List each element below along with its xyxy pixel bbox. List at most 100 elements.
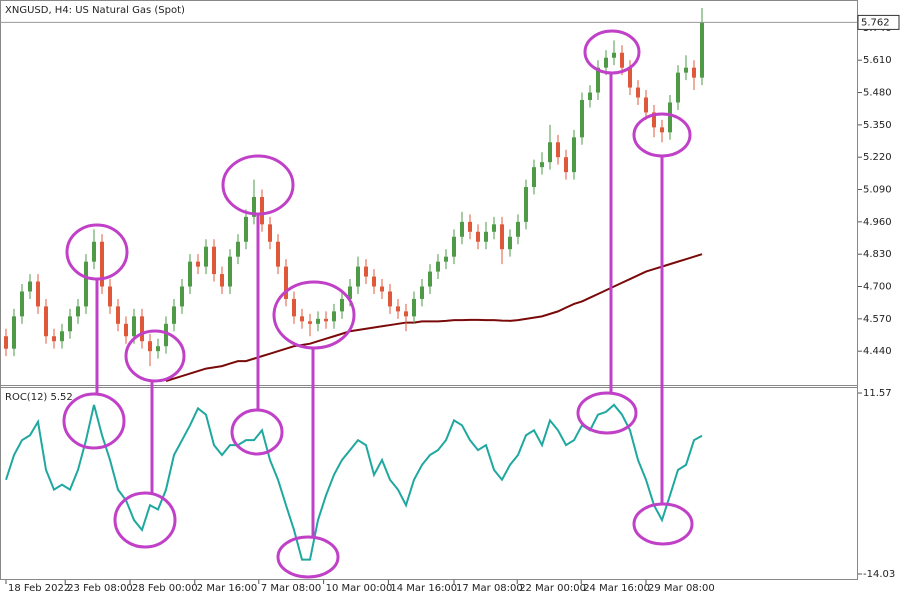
indicator-label: ROC(12) 5.52 xyxy=(5,392,73,403)
candle-body xyxy=(444,256,448,262)
candle-body xyxy=(612,52,616,58)
y-tick-label: 5.350 xyxy=(863,120,892,131)
candle-body xyxy=(300,316,304,322)
candle-body xyxy=(348,286,352,299)
candle-body xyxy=(532,167,536,188)
candle-body xyxy=(244,216,248,242)
candle-body xyxy=(516,221,520,237)
y-tick-label: 5.090 xyxy=(863,185,892,196)
y-tick-label: 4.570 xyxy=(863,314,892,325)
candle-body xyxy=(436,261,440,272)
candle-body xyxy=(572,137,576,173)
candle-body xyxy=(60,331,64,342)
candle-body xyxy=(508,236,512,250)
candle-body xyxy=(340,298,344,312)
candle-body xyxy=(524,187,528,222)
candle-body xyxy=(620,52,624,68)
candle-body xyxy=(556,142,560,158)
candle-body xyxy=(92,241,96,262)
y-tick-label: 4.440 xyxy=(863,346,892,357)
candle-body xyxy=(68,316,72,332)
annotation-circle xyxy=(230,408,284,456)
candle-body xyxy=(76,306,80,317)
candle-body xyxy=(388,291,392,307)
candle-body xyxy=(420,286,424,299)
y-tick-label: 5.610 xyxy=(863,55,892,66)
candle-body xyxy=(4,336,8,349)
x-tick-label: 17 Mar 08:00 xyxy=(456,583,523,594)
candle-body xyxy=(212,246,216,275)
candle-body xyxy=(492,224,496,232)
annotation-circle xyxy=(124,329,186,383)
candle-body xyxy=(404,311,408,317)
candle-body xyxy=(692,67,696,78)
y-tick-label: 5.220 xyxy=(863,152,892,163)
moving-average xyxy=(165,253,703,382)
annotation-circle xyxy=(62,392,126,450)
candle-body xyxy=(52,336,56,342)
candle-body xyxy=(108,286,112,307)
candle-body xyxy=(220,274,224,287)
candle-body xyxy=(36,281,40,307)
x-tick-label: 7 Mar 08:00 xyxy=(261,583,321,594)
x-tick-label: 28 Feb 00:00 xyxy=(132,583,198,594)
candle-body xyxy=(148,341,152,352)
candle-body xyxy=(548,142,552,163)
candle-body xyxy=(396,306,400,312)
annotation-circle xyxy=(65,223,129,281)
candle-body xyxy=(324,318,328,322)
candle-body xyxy=(164,323,168,347)
y-tick-label: 11.57 xyxy=(863,388,892,399)
y-tick-label: 4.700 xyxy=(863,282,892,293)
candle-body xyxy=(644,97,648,113)
candle-body xyxy=(356,266,360,287)
candle-body xyxy=(540,162,544,168)
plot-frame xyxy=(0,0,858,580)
candle-body xyxy=(460,221,464,237)
candle-body xyxy=(628,67,632,88)
candle-body xyxy=(236,241,240,257)
candle-body xyxy=(332,311,336,322)
candle-body xyxy=(84,261,88,307)
x-tick-label: 22 Mar 00:00 xyxy=(519,583,586,594)
candle-body xyxy=(124,323,128,337)
candle-body xyxy=(500,224,504,250)
candle-body xyxy=(44,306,48,337)
candle-body xyxy=(180,286,184,307)
candle-body xyxy=(604,57,608,68)
candle-body xyxy=(380,286,384,292)
x-tick-label: 23 Feb 08:00 xyxy=(67,583,133,594)
candle-body xyxy=(484,231,488,242)
candle-body xyxy=(284,266,288,299)
candle-body xyxy=(660,127,664,133)
candle-body xyxy=(100,241,104,287)
candle-body xyxy=(580,99,584,138)
x-tick-label: 2 Mar 16:00 xyxy=(197,583,257,594)
candle-body xyxy=(676,72,680,103)
chart-title: XNGUSD, H4: US Natural Gas (Spot) xyxy=(5,5,185,16)
candle-body xyxy=(364,266,368,277)
x-tick-label: 10 Mar 00:00 xyxy=(326,583,393,594)
candle-body xyxy=(372,276,376,287)
candle-body xyxy=(140,316,144,342)
candle-body xyxy=(196,261,200,267)
annotation-circle xyxy=(576,391,638,435)
candle-body xyxy=(268,224,272,242)
candle-body xyxy=(452,236,456,257)
candle-body xyxy=(684,67,688,73)
candle-body xyxy=(260,196,264,225)
candle-body xyxy=(596,67,600,93)
last-price-label: 5.762 xyxy=(861,17,890,28)
candle-body xyxy=(28,281,32,292)
candle-body xyxy=(20,291,24,317)
candle-body xyxy=(428,271,432,287)
x-tick-label: 24 Mar 16:00 xyxy=(583,583,650,594)
annotation-circle xyxy=(276,535,340,579)
candle-body xyxy=(412,298,416,317)
annotation-circle xyxy=(113,491,177,549)
candle-body xyxy=(668,102,672,133)
annotation-circle xyxy=(632,502,694,546)
last-price-box xyxy=(857,14,900,30)
candle-body xyxy=(700,22,704,78)
